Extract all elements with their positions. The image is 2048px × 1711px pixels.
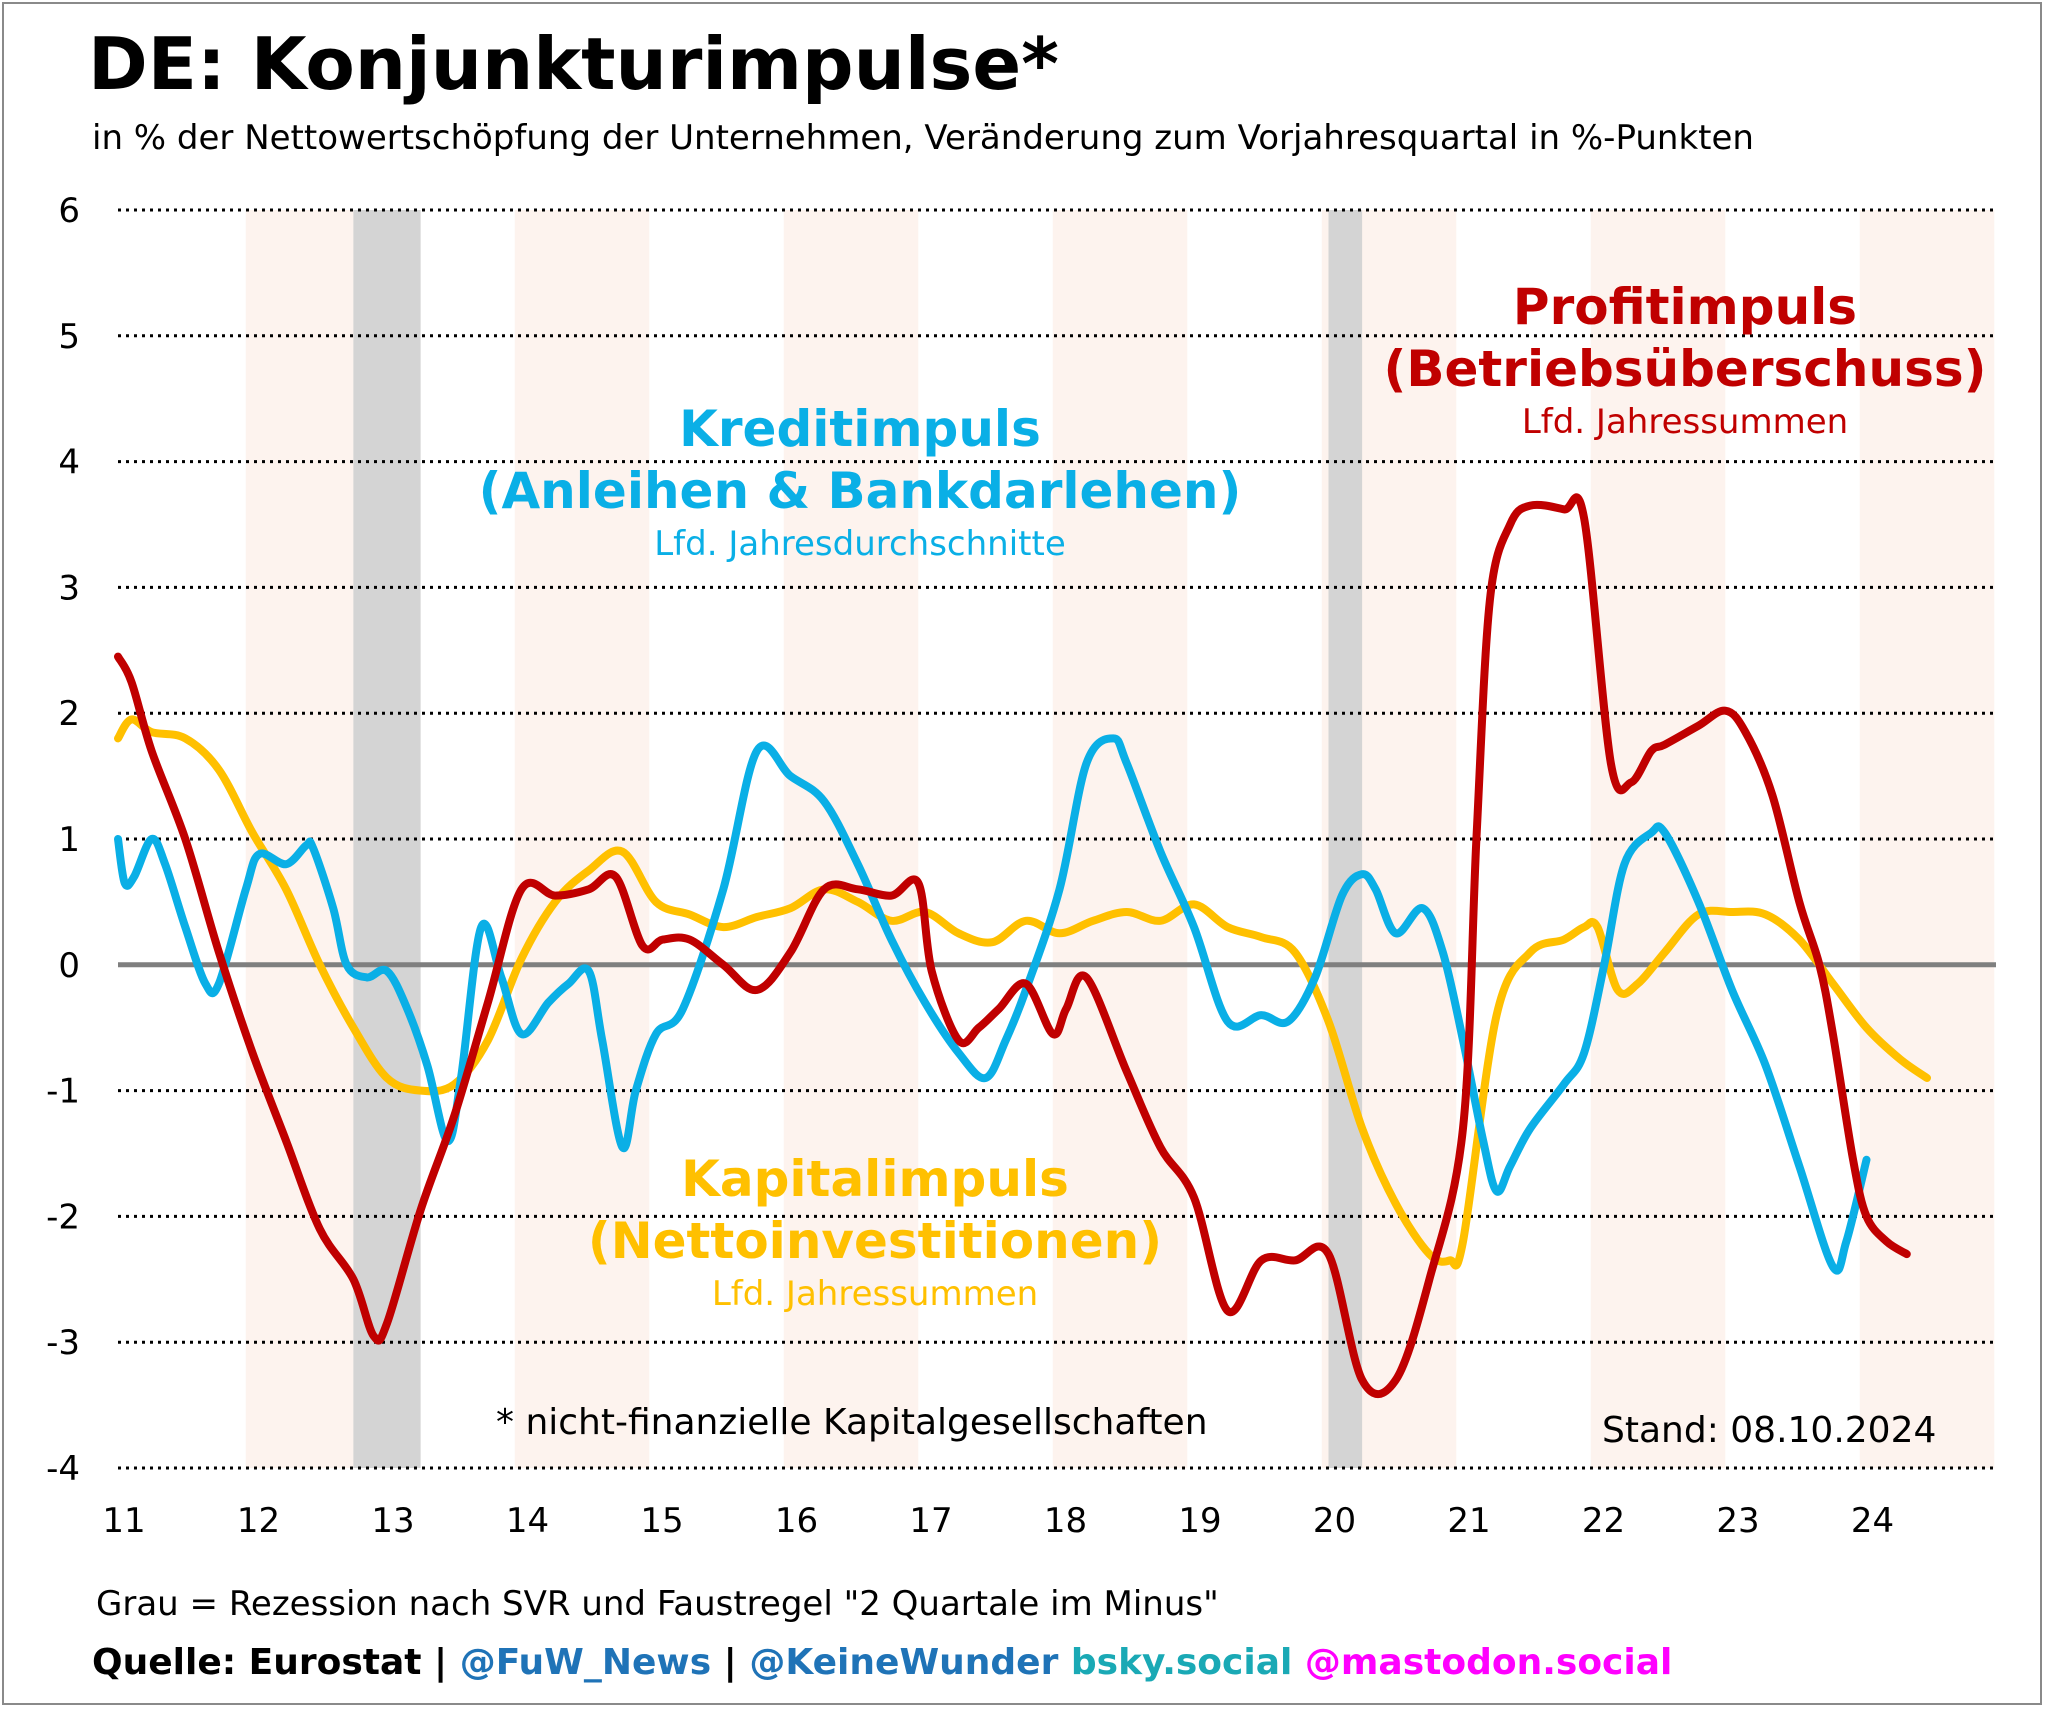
x-tick-label: 13 [371,1501,414,1541]
annotation-capital-title: Kapitalimpuls [681,1150,1069,1208]
y-tick-label: 0 [58,946,80,986]
y-tick-label: 5 [58,317,80,357]
annotation-capital-note: Lfd. Jahressummen [711,1274,1039,1314]
annotation-profit-note: Lfd. Jahressummen [1521,402,1849,442]
annotation-credit-title: Kreditimpuls [679,400,1041,458]
x-tick-label: 24 [1851,1501,1894,1541]
source-label: Quelle: Eurostat | [92,1642,448,1683]
x-axis: 11 12 13 14 15 16 17 18 19 20 21 22 23 24 [102,1501,1894,1541]
x-tick-label: 16 [775,1501,818,1541]
annotation-profit-title: Profitimpuls [1512,278,1858,336]
y-tick-label: -1 [46,1072,80,1112]
y-tick-label: -3 [46,1323,80,1363]
x-tick-label: 18 [1044,1501,1087,1541]
source-line: Quelle: Eurostat | @FuW_News | @KeineWun… [92,1642,1672,1683]
x-tick-label: 20 [1313,1501,1356,1541]
annotation-capital: Kapitalimpuls (Nettoinvestitionen) Lfd. … [520,1148,1230,1316]
x-tick-label: 19 [1178,1501,1221,1541]
annotation-credit-subtitle: (Anleihen & Bankdarlehen) [478,462,1242,520]
recession-band [353,210,421,1468]
y-tick-label: 1 [58,820,80,860]
source-bsky[interactable]: bsky.social [1070,1642,1293,1683]
annotation-credit: Kreditimpuls (Anleihen & Bankdarlehen) L… [440,398,1280,566]
annotation-profit: Profitimpuls (Betriebsüberschuss) Lfd. J… [1340,276,2030,444]
annotation-profit-subtitle: (Betriebsüberschuss) [1383,340,1987,398]
chart-subtitle: in % der Nettowertschöpfung der Unterneh… [92,118,1754,158]
source-mastodon[interactable]: @mastodon.social [1304,1642,1673,1683]
y-tick-label: 4 [58,443,80,483]
series-line-kreditimpuls [114,734,1871,1275]
x-tick-label: 11 [102,1501,145,1541]
series-line-kapitalimpuls [114,715,1931,1270]
source-handle-fuw[interactable]: @FuW_News [459,1642,712,1683]
footnote: * nicht-finanzielle Kapitalgesellschafte… [496,1402,1208,1443]
y-tick-label: 2 [58,694,80,734]
source-handle-keinewunder[interactable]: @KeineWunder [749,1642,1059,1683]
x-tick-label: 21 [1447,1501,1490,1541]
stand-date: Stand: 08.10.2024 [1602,1410,1937,1451]
chart-title: DE: Konjunkturimpulse* [88,22,1059,106]
gridlines [118,208,1996,1470]
source-separator: | [723,1642,737,1683]
x-tick-label: 14 [506,1501,549,1541]
x-tick-label: 23 [1716,1501,1759,1541]
y-tick-label: 6 [58,191,80,231]
annotation-credit-note: Lfd. Jahresdurchschnitte [654,524,1066,564]
series-lines [114,493,1931,1399]
y-tick-label: -4 [46,1449,80,1489]
y-axis: 6 5 4 3 2 1 0 -1 -2 -3 -4 [46,191,80,1489]
annotation-capital-subtitle: (Nettoinvestitionen) [587,1212,1163,1270]
y-tick-label: 3 [58,568,80,608]
series-line-profitimpuls [114,493,1911,1399]
y-tick-label: -2 [46,1197,80,1237]
x-tick-label: 15 [640,1501,683,1541]
x-tick-label: 17 [909,1501,952,1541]
recession-note: Grau = Rezession nach SVR und Faustregel… [96,1584,1219,1624]
x-tick-label: 12 [237,1501,280,1541]
x-tick-label: 22 [1582,1501,1625,1541]
